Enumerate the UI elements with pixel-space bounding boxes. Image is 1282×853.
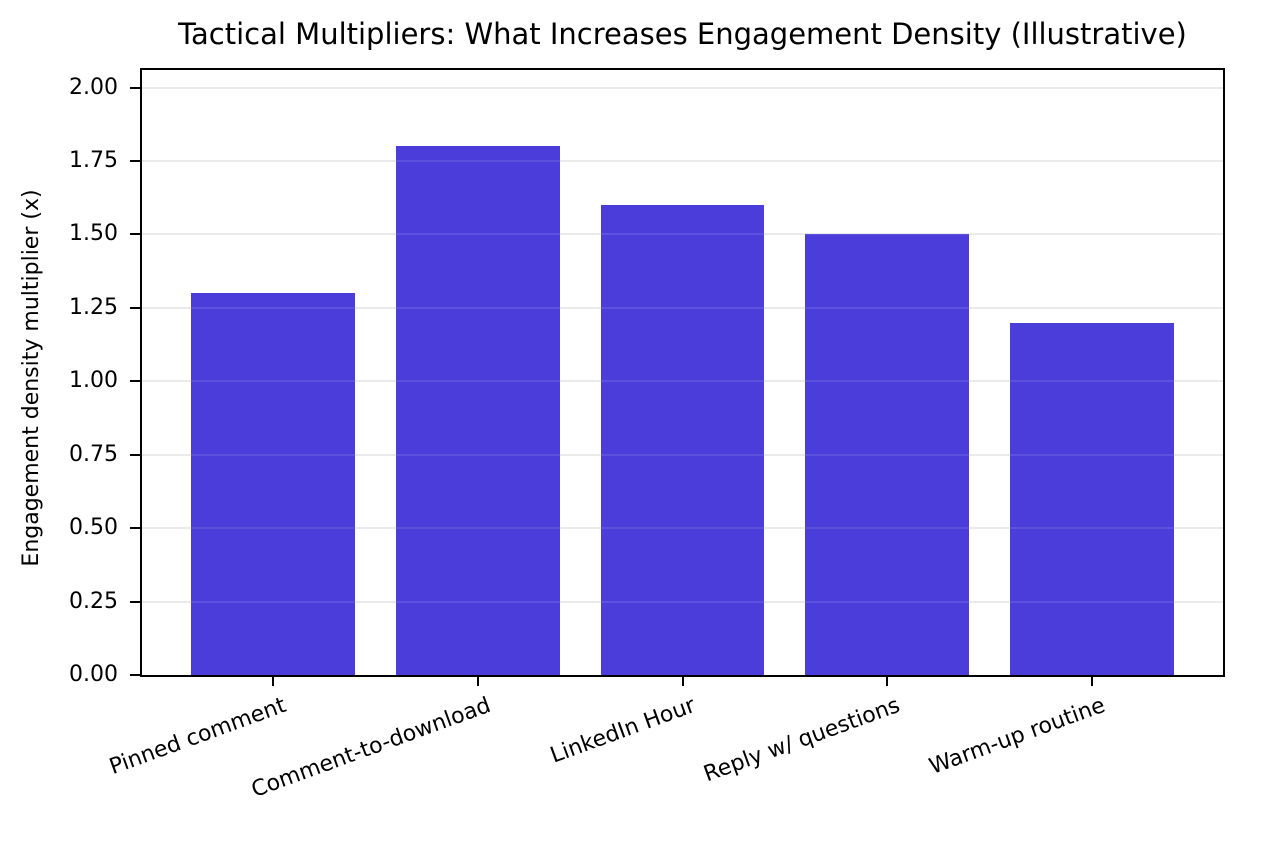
y-tick-label: 2.00 <box>69 74 118 100</box>
y-tick-mark <box>130 600 140 603</box>
gridline <box>142 160 1223 163</box>
x-tick-label: Reply w/ questions <box>700 693 904 788</box>
y-tick-mark <box>130 380 140 383</box>
chart-title: Tactical Multipliers: What Increases Eng… <box>178 17 1187 51</box>
gridline-overlay <box>142 306 1223 309</box>
plot-area <box>140 68 1225 677</box>
x-tick-label: LinkedIn Hour <box>547 693 700 769</box>
bar-reply-w-questions <box>805 234 970 675</box>
gridline-overlay <box>142 600 1223 603</box>
y-tick-label: 1.00 <box>69 368 118 394</box>
x-tick-mark <box>272 677 275 686</box>
bar-warm-up-routine <box>1010 322 1174 675</box>
x-tick-mark <box>476 677 479 686</box>
gridline <box>142 86 1223 89</box>
y-tick-label: 0.75 <box>69 441 118 467</box>
y-tick-mark <box>130 160 140 163</box>
x-tick-mark <box>886 677 889 686</box>
y-tick-mark <box>130 233 140 236</box>
bar-pinned-comment <box>191 293 355 675</box>
gridline-overlay <box>142 380 1223 383</box>
y-tick-mark <box>130 86 140 89</box>
x-tick-label: Pinned comment <box>106 693 290 781</box>
gridline-overlay <box>142 527 1223 530</box>
x-tick-mark <box>1090 677 1093 686</box>
y-tick-mark <box>130 306 140 309</box>
bar-comment-to-download <box>395 146 560 675</box>
y-tick-label: 0.00 <box>69 662 118 687</box>
x-tick-mark <box>681 677 684 686</box>
y-tick-label: 1.25 <box>69 294 118 320</box>
gridline-overlay <box>142 233 1223 236</box>
gridline-overlay <box>142 160 1223 163</box>
y-tick-label: 1.50 <box>69 221 118 247</box>
y-tick-label: 0.50 <box>69 515 118 541</box>
x-tick-label: Warm-up routine <box>926 693 1109 780</box>
y-tick-mark <box>130 453 140 456</box>
y-tick-mark <box>130 527 140 530</box>
gridline-overlay <box>142 453 1223 456</box>
bar-linkedin-hour <box>600 205 765 675</box>
y-tick-label: 1.75 <box>69 148 118 174</box>
y-tick-mark <box>130 674 140 676</box>
y-tick-label: 0.25 <box>69 588 118 614</box>
gridline-overlay <box>142 86 1223 89</box>
